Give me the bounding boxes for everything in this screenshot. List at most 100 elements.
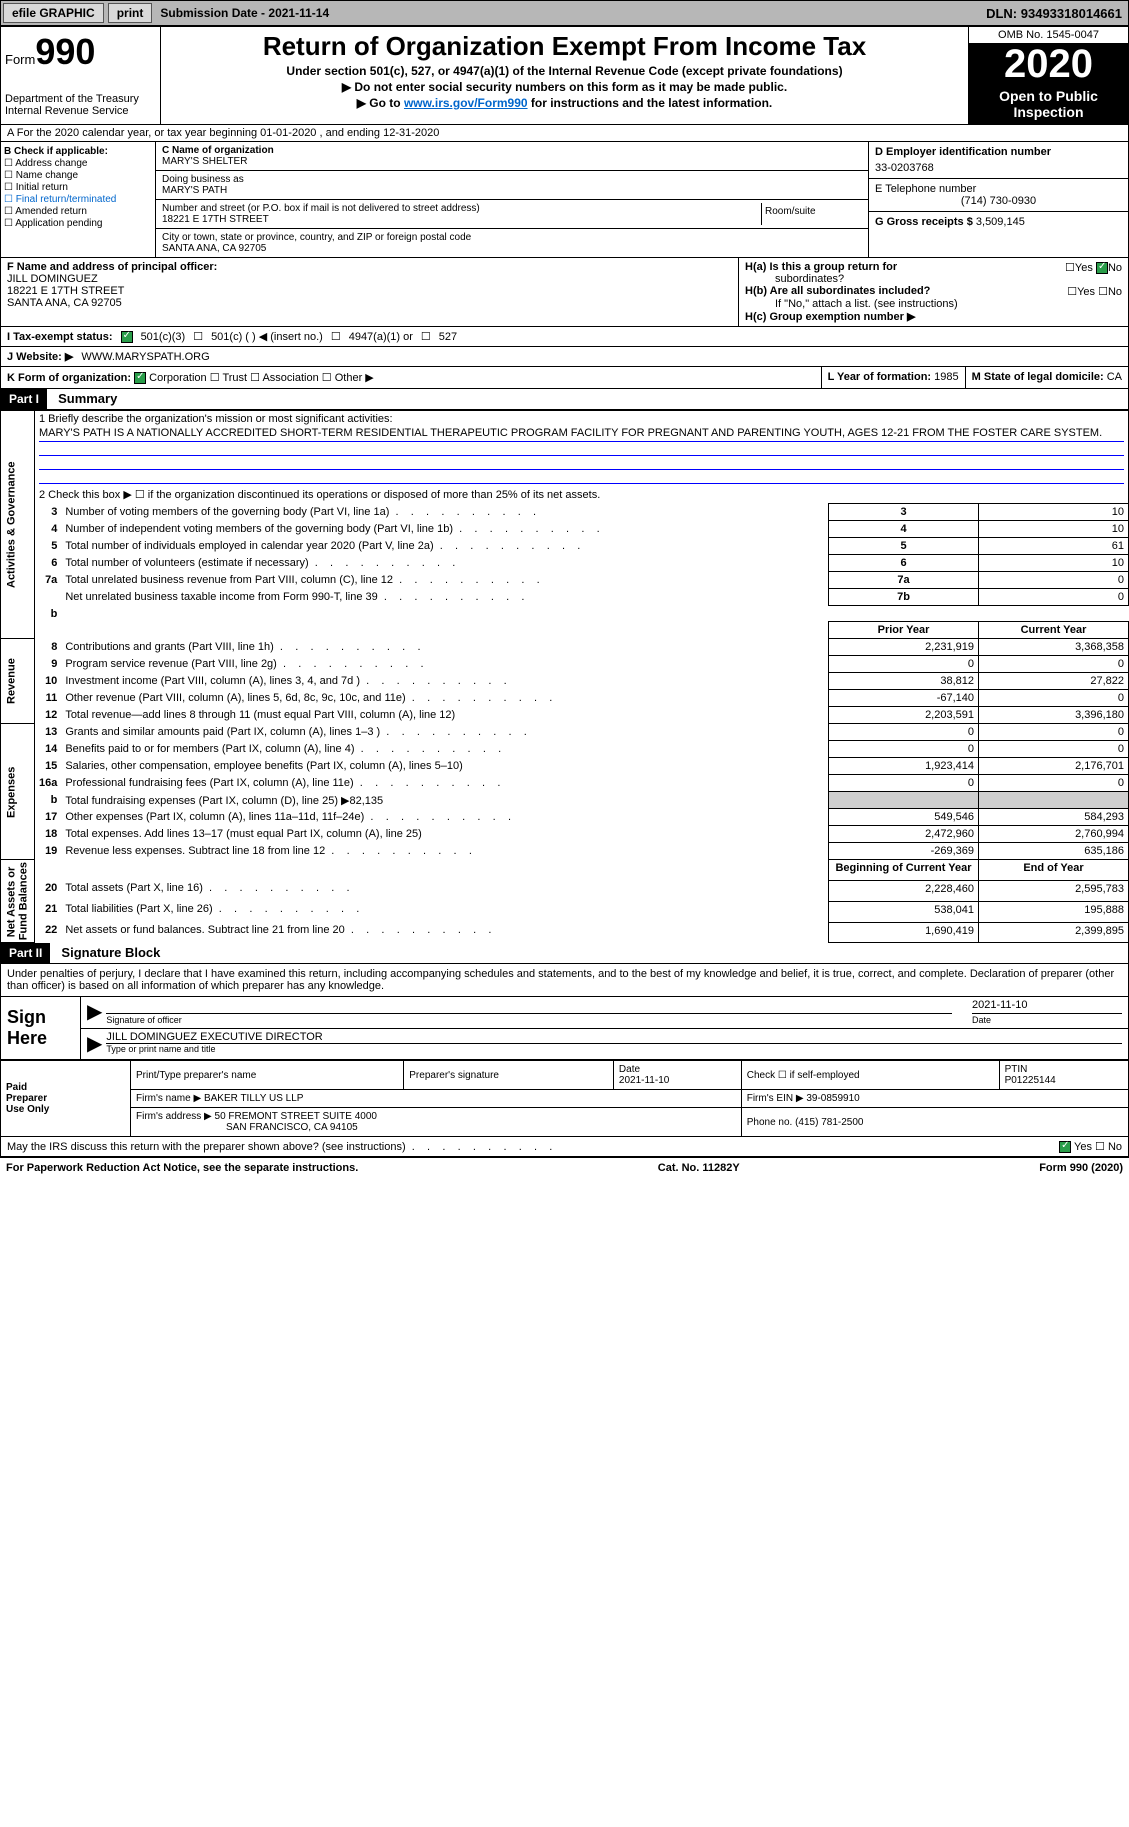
gov-3-d: Number of voting members of the governin… <box>61 504 828 521</box>
net-22-c: 2,399,895 <box>979 922 1129 943</box>
hb-yes[interactable]: Yes <box>1077 286 1095 298</box>
topbar: efile GRAPHIC print Submission Date - 20… <box>0 0 1129 26</box>
exp-18-n: 18 <box>34 826 61 843</box>
vlabel-net: Net Assets or Fund Balances <box>1 860 35 943</box>
box-e: E Telephone number (714) 730-0930 <box>869 179 1128 212</box>
submission-date: 2021-11-14 <box>268 6 329 20</box>
k-opt-3: Other ▶ <box>335 372 374 384</box>
line-i: I Tax-exempt status: 501(c)(3) ☐ 501(c) … <box>0 327 1129 347</box>
ha-yes[interactable]: Yes <box>1075 262 1093 274</box>
box-b-opt-3[interactable]: ☐ Final return/terminated <box>4 194 152 205</box>
hb-label: H(b) Are all subordinates included? <box>745 285 930 297</box>
line-l-val: 1985 <box>934 371 958 383</box>
box-b-opt-4[interactable]: ☐ Amended return <box>4 206 152 217</box>
mission-blank-3 <box>39 470 1124 484</box>
k-corp-check[interactable] <box>134 372 146 384</box>
vlabel-governance: Activities & Governance <box>1 411 35 639</box>
firm-addr1: 50 FREMONT STREET SUITE 4000 <box>215 1111 377 1122</box>
hc-label: H(c) Group exemption number ▶ <box>745 311 915 323</box>
exp-13-p: 0 <box>829 724 979 741</box>
gov-7b-n <box>34 589 61 606</box>
part1-label: Part I <box>1 389 47 409</box>
box-b-title: B Check if applicable: <box>4 146 152 157</box>
col-eoy: End of Year <box>979 860 1129 881</box>
sign-here-label: Sign Here <box>1 997 81 1059</box>
box-b-opt-1[interactable]: ☐ Name change <box>4 170 152 181</box>
col-boy: Beginning of Current Year <box>829 860 979 881</box>
part2-label: Part II <box>1 943 50 963</box>
exp-19-c: 635,186 <box>979 843 1129 860</box>
rev-11-c: 0 <box>979 690 1129 707</box>
i-opt-2: 4947(a)(1) or <box>349 331 413 343</box>
goto-suffix: for instructions and the latest informat… <box>528 96 773 110</box>
box-b-opt-2[interactable]: ☐ Initial return <box>4 182 152 193</box>
box-b-opt-0[interactable]: ☐ Address change <box>4 158 152 169</box>
paid-preparer-label: Paid Preparer Use Only <box>1 1061 131 1137</box>
rev-12-p: 2,203,591 <box>829 707 979 724</box>
exp-14-c: 0 <box>979 741 1129 758</box>
gov-7b-box: 7b <box>829 589 979 606</box>
box-b-opt-5-label: Application pending <box>15 218 102 229</box>
net-20-n: 20 <box>34 880 61 901</box>
officer-name: JILL DOMINGUEZ <box>7 273 732 285</box>
exp-16b-d: Total fundraising expenses (Part IX, col… <box>61 792 828 809</box>
print-button[interactable]: print <box>108 3 153 23</box>
officer-printed-label: Type or print name and title <box>106 1044 1122 1054</box>
phone-label: E Telephone number <box>875 183 1122 195</box>
firm-phone-label: Phone no. <box>747 1117 795 1128</box>
line-k: K Form of organization: Corporation ☐ Tr… <box>1 367 822 388</box>
k-opt-0: Corporation <box>149 372 206 384</box>
website-value: WWW.MARYSPATH.ORG <box>81 351 209 363</box>
line-m-val: CA <box>1107 371 1122 383</box>
firm-name-val: BAKER TILLY US LLP <box>204 1093 304 1104</box>
exp-16b-c <box>979 792 1129 809</box>
rev-10-c: 27,822 <box>979 673 1129 690</box>
discuss-text: May the IRS discuss this return with the… <box>7 1141 552 1153</box>
exp-13-d: Grants and similar amounts paid (Part IX… <box>61 724 828 741</box>
addr-value: 18221 E 17TH STREET <box>162 214 761 225</box>
sig-arrow-icon: ▶ <box>87 999 102 1026</box>
part1-title: Summary <box>50 391 117 406</box>
k-opt-2: Association <box>262 372 318 384</box>
gov-7a-n: 7a <box>34 572 61 589</box>
discuss-yes-check[interactable] <box>1059 1141 1071 1153</box>
ptin-label: PTIN <box>1005 1064 1028 1075</box>
goto-prefix: ▶ Go to <box>357 96 404 110</box>
form-header: Form990 Department of the Treasury Inter… <box>0 26 1129 125</box>
box-g: G Gross receipts $ 3,509,145 <box>869 212 1128 232</box>
page-footer: For Paperwork Reduction Act Notice, see … <box>0 1157 1129 1178</box>
net-21-d: Total liabilities (Part X, line 26) <box>61 901 828 922</box>
box-f: F Name and address of principal officer:… <box>1 258 738 326</box>
ha-no-check[interactable] <box>1096 262 1108 274</box>
exp-15-c: 2,176,701 <box>979 758 1129 775</box>
net-22-d: Net assets or fund balances. Subtract li… <box>61 922 828 943</box>
box-b-opt-5[interactable]: ☐ Application pending <box>4 218 152 229</box>
dba-label: Doing business as <box>162 174 862 185</box>
net-22-n: 22 <box>34 922 61 943</box>
i-501c3-check[interactable] <box>121 331 133 343</box>
box-c-dba: Doing business as MARY'S PATH <box>156 171 868 200</box>
dln-label: DLN: <box>986 6 1021 21</box>
rev-9-p: 0 <box>829 656 979 673</box>
rev-8-c: 3,368,358 <box>979 639 1129 656</box>
gov-6-d: Total number of volunteers (estimate if … <box>61 555 828 572</box>
gov-5-box: 5 <box>829 538 979 555</box>
sig-arrow-icon-2: ▶ <box>87 1031 102 1056</box>
part2-title: Signature Block <box>53 945 160 960</box>
hb-no[interactable]: No <box>1108 286 1122 298</box>
gov-3-v: 10 <box>979 504 1129 521</box>
gov-6-n: 6 <box>34 555 61 572</box>
open-to-public: Open to Public Inspection <box>969 84 1128 124</box>
irs-link[interactable]: www.irs.gov/Form990 <box>404 96 528 110</box>
dept-treasury: Department of the Treasury Internal Reve… <box>5 93 156 117</box>
gov-7a-v: 0 <box>979 572 1129 589</box>
col-curr: Current Year <box>979 622 1129 639</box>
efile-button[interactable]: efile GRAPHIC <box>3 3 104 23</box>
dba-value: MARY'S PATH <box>162 185 862 196</box>
exp-17-p: 549,546 <box>829 809 979 826</box>
box-c-addr: Number and street (or P.O. box if mail i… <box>156 200 868 229</box>
firm-ein-val: 39-0859910 <box>806 1093 859 1104</box>
firm-name-label: Firm's name ▶ <box>136 1093 201 1104</box>
footer-right: Form 990 (2020) <box>1039 1162 1123 1174</box>
officer-addr2: SANTA ANA, CA 92705 <box>7 297 732 309</box>
